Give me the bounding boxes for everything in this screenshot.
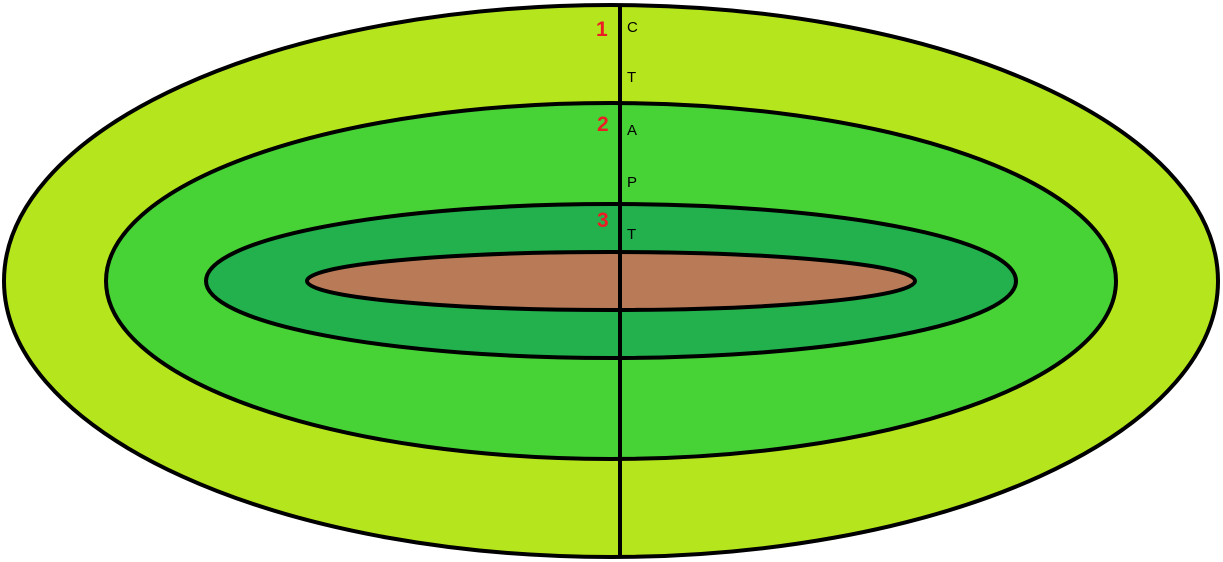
layer-2-letter-2: P [627, 174, 637, 191]
layer-1-letter-1: C [627, 19, 638, 36]
layer-2-letter-1: A [627, 122, 637, 139]
layer-3-letter-1: T [627, 226, 636, 243]
layer-3-number: 3 [597, 209, 609, 232]
layer-1-number: 1 [596, 18, 608, 41]
layer-2-number: 2 [597, 113, 609, 136]
layer-1-letter-2: T [627, 69, 636, 86]
core [305, 250, 917, 312]
